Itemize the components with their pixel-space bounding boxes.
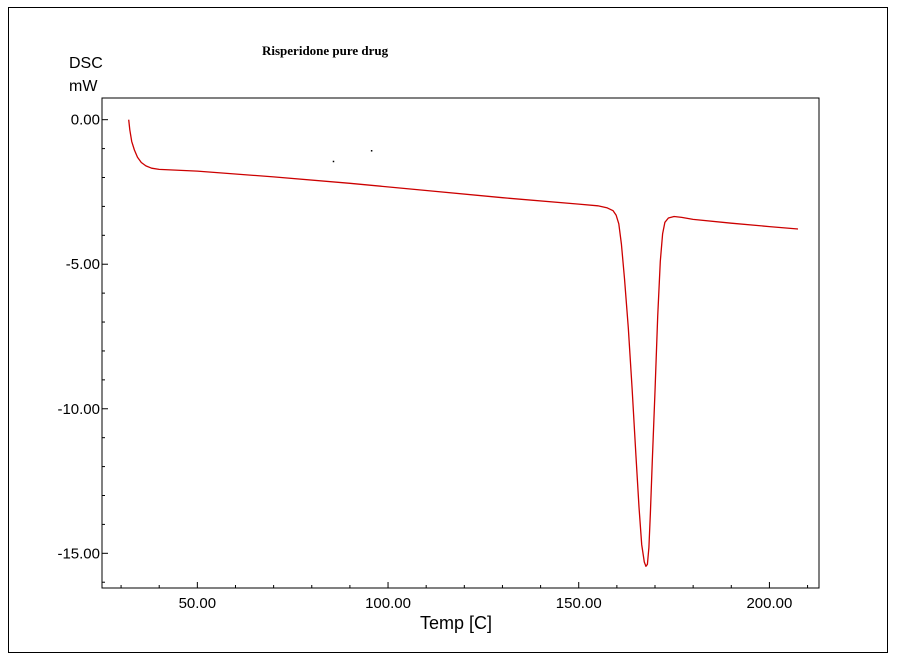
y-tick-label: -10.00 [57, 401, 100, 418]
annotation-dot [332, 160, 335, 163]
plot-border [101, 97, 820, 589]
y-tick-label: 0.00 [71, 112, 100, 129]
chart-title: Risperidone pure drug [262, 43, 389, 58]
y-axis-label-line2: mW [69, 78, 98, 95]
chart-frame [8, 7, 888, 653]
x-tick-label: 50.00 [179, 595, 217, 612]
annotation-dot [370, 150, 373, 152]
dsc-curve [128, 119, 799, 567]
y-axis-label-line1: DSC [69, 55, 103, 72]
y-tick-label: -15.00 [57, 545, 100, 562]
x-tick-label: 150.00 [556, 595, 602, 612]
x-tick-label: 200.00 [746, 595, 792, 612]
y-tick-label: -5.00 [66, 256, 100, 273]
x-tick-label: 100.00 [365, 595, 411, 612]
x-axis-label: Temp [C] [420, 613, 493, 633]
